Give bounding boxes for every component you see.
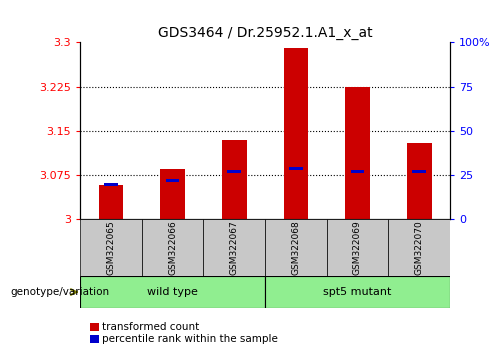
Bar — [80, 219, 142, 276]
Bar — [345, 87, 370, 219]
Text: GSM322066: GSM322066 — [168, 221, 177, 275]
Text: GSM322068: GSM322068 — [292, 221, 300, 275]
Text: GSM322070: GSM322070 — [414, 221, 424, 275]
Bar — [142, 219, 204, 276]
Text: percentile rank within the sample: percentile rank within the sample — [102, 334, 279, 344]
Bar — [284, 48, 308, 219]
Bar — [160, 169, 185, 219]
Text: transformed count: transformed count — [102, 322, 200, 332]
Bar — [166, 179, 179, 182]
Bar — [98, 185, 123, 219]
Text: wild type: wild type — [147, 287, 198, 297]
Title: GDS3464 / Dr.25952.1.A1_x_at: GDS3464 / Dr.25952.1.A1_x_at — [158, 26, 372, 40]
Bar — [265, 276, 450, 308]
Bar — [228, 170, 241, 173]
Bar — [80, 276, 265, 308]
Bar — [90, 335, 99, 343]
Text: GSM322067: GSM322067 — [230, 221, 238, 275]
Text: GSM322065: GSM322065 — [106, 221, 116, 275]
Bar — [350, 170, 364, 173]
Bar — [412, 170, 426, 173]
Bar — [204, 219, 265, 276]
Text: genotype/variation: genotype/variation — [10, 287, 109, 297]
Bar — [104, 183, 118, 185]
Bar — [326, 219, 388, 276]
Bar — [289, 167, 302, 170]
Bar — [407, 143, 432, 219]
Text: GSM322069: GSM322069 — [353, 221, 362, 275]
Text: spt5 mutant: spt5 mutant — [324, 287, 392, 297]
Bar — [388, 219, 450, 276]
Bar — [90, 323, 99, 331]
Bar — [222, 140, 246, 219]
Bar — [265, 219, 326, 276]
